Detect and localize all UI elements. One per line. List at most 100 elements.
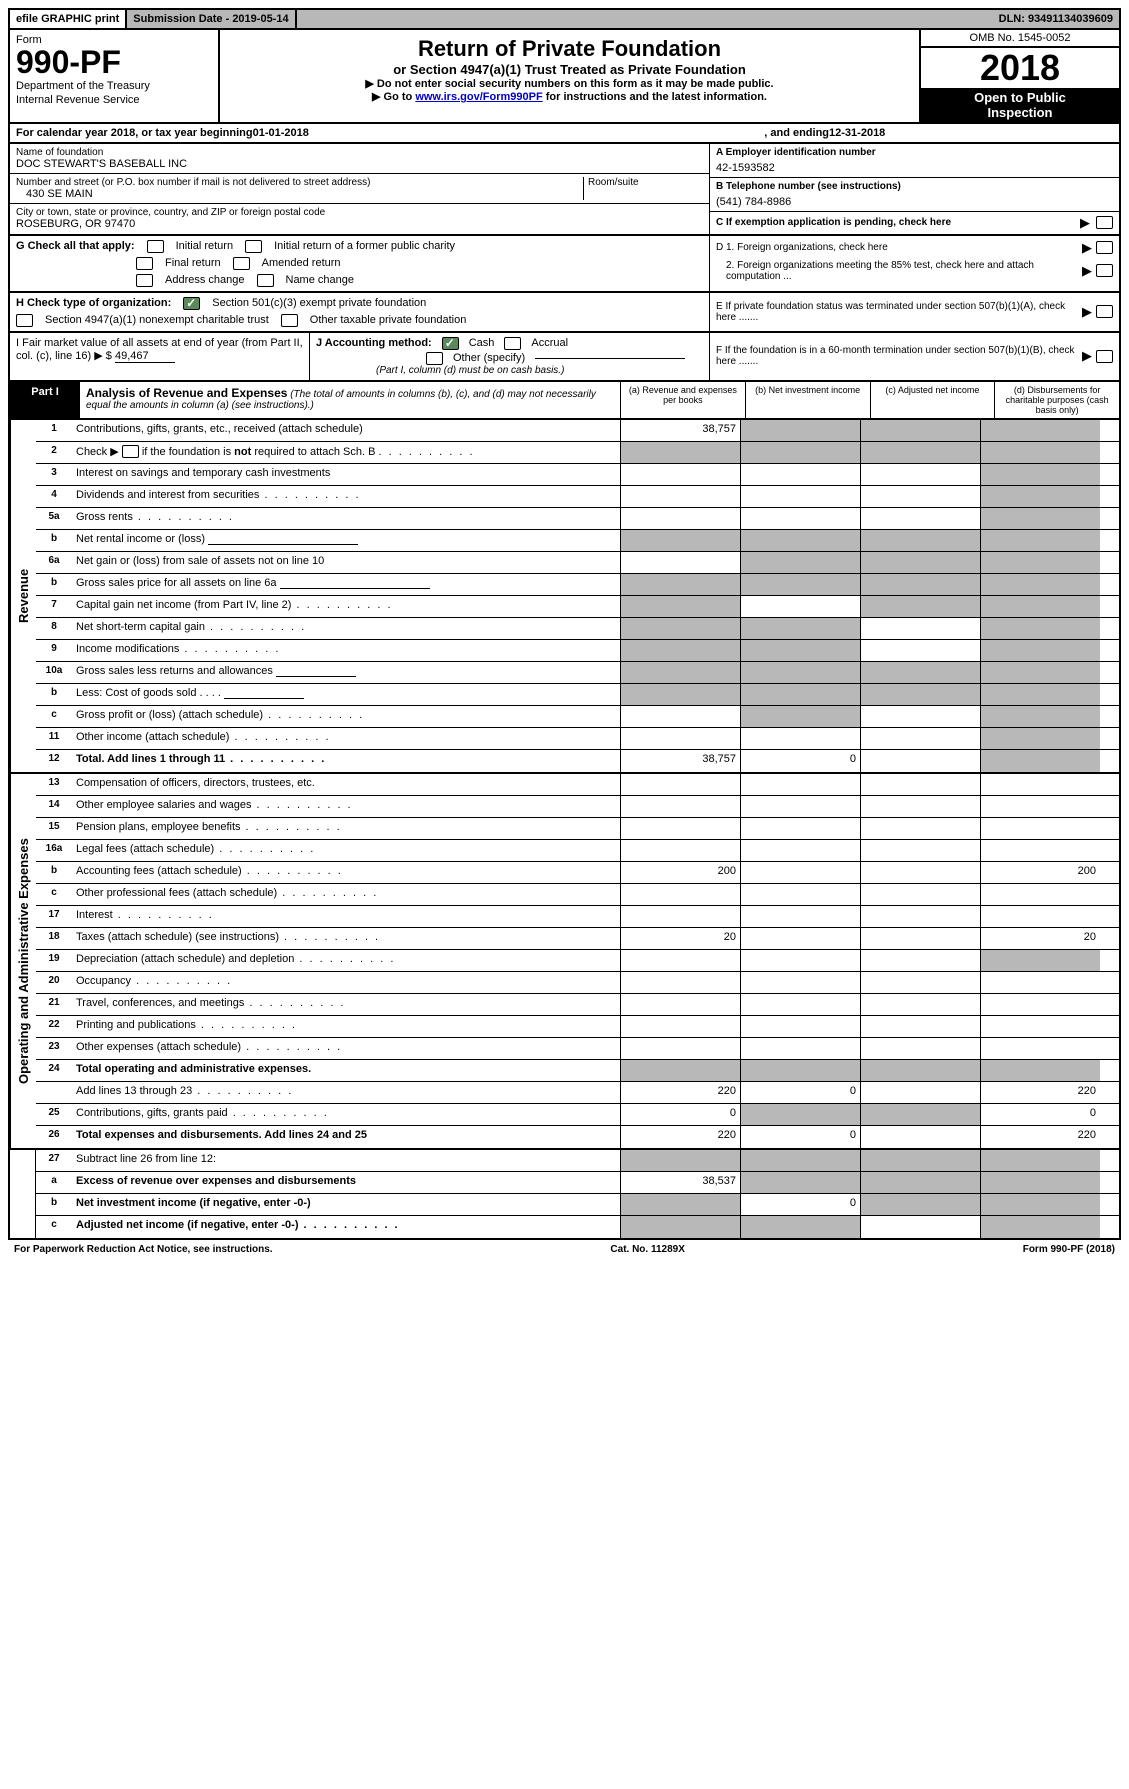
cell-c [860,728,980,749]
g-final: Final return [165,257,221,269]
g-addr-checkbox[interactable] [136,274,153,287]
cell-d [980,972,1100,993]
g-amended-checkbox[interactable] [233,257,250,270]
name-row: Name of foundation DOC STEWART'S BASEBAL… [10,144,709,174]
arrow-icon: ▶ [1082,240,1092,256]
sch-b-checkbox[interactable] [122,445,139,458]
line-num: c [36,884,72,905]
section-g: G Check all that apply: Initial return I… [10,236,709,291]
line-desc: Other income (attach schedule) [72,728,620,749]
line-num: b [36,1194,72,1215]
j-other-field[interactable] [535,358,685,359]
calyear-begin: 01-01-2018 [253,127,309,139]
cell-d [980,552,1100,573]
g-initial-checkbox[interactable] [147,240,164,253]
cell-d [980,1150,1100,1171]
line-num: 13 [36,774,72,795]
g-initial-former-checkbox[interactable] [245,240,262,253]
line27-section: 27Subtract line 26 from line 12: aExcess… [8,1150,1121,1240]
j-accrual-checkbox[interactable] [504,337,521,350]
line-desc: Interest [72,906,620,927]
cell-a [620,994,740,1015]
room-label: Room/suite [588,177,703,188]
line-num: a [36,1172,72,1193]
cell-c [860,1104,980,1125]
cell-d [980,1016,1100,1037]
cell-d [980,706,1100,727]
line-num: 27 [36,1150,72,1171]
line-num: 21 [36,994,72,1015]
section-e: E If private foundation status was termi… [709,293,1119,331]
ein-label: A Employer identification number [716,147,876,158]
phone-value: (541) 784-8986 [716,192,1113,208]
g-name-checkbox[interactable] [257,274,274,287]
e-label: E If private foundation status was termi… [716,301,1078,323]
j-other-checkbox[interactable] [426,352,443,365]
cell-d [980,1038,1100,1059]
j-cash-checkbox[interactable] [442,337,459,350]
cell-c [860,596,980,617]
entity-right: A Employer identification number 42-1593… [709,144,1119,234]
revenue-rows: 1Contributions, gifts, grants, etc., rec… [36,420,1119,772]
cell-a [620,508,740,529]
line-desc: Printing and publications [72,1016,620,1037]
d2-checkbox[interactable] [1096,264,1113,277]
cell-b [740,1104,860,1125]
column-headers: (a) Revenue and expenses per books (b) N… [620,382,1119,418]
footer-mid: Cat. No. 11289X [610,1244,684,1255]
cell-c [860,640,980,661]
cell-b [740,662,860,683]
section-c-checkbox[interactable] [1096,216,1113,229]
section-h: H Check type of organization: Section 50… [10,293,709,331]
line-num: 18 [36,928,72,949]
cell-a: 220 [620,1082,740,1103]
cell-a [620,684,740,705]
h3-checkbox[interactable] [281,314,298,327]
entity-left: Name of foundation DOC STEWART'S BASEBAL… [10,144,709,234]
top-bar: efile GRAPHIC print Submission Date - 20… [8,8,1121,30]
section-j: J Accounting method: Cash Accrual Other … [310,333,709,380]
cell-d [980,574,1100,595]
line-num: b [36,684,72,705]
section-c-label: C If exemption application is pending, c… [716,217,1074,228]
city-label: City or town, state or province, country… [16,207,703,218]
h1-checkbox[interactable] [183,297,200,310]
e-checkbox[interactable] [1096,305,1113,318]
line-desc: Total expenses and disbursements. Add li… [72,1126,620,1148]
cell-a: 38,757 [620,750,740,772]
entity-block: Name of foundation DOC STEWART'S BASEBAL… [8,144,1121,236]
cell-b [740,994,860,1015]
cell-b [740,618,860,639]
line-desc: Accounting fees (attach schedule) [72,862,620,883]
form-note1: ▶ Do not enter social security numbers o… [226,77,913,90]
d1-checkbox[interactable] [1096,241,1113,254]
h2-checkbox[interactable] [16,314,33,327]
cell-a [620,950,740,971]
omb-number: OMB No. 1545-0052 [921,30,1119,48]
irs-link[interactable]: www.irs.gov/Form990PF [415,91,542,103]
line-desc: Pension plans, employee benefits [72,818,620,839]
cell-a [620,840,740,861]
cell-b [740,1016,860,1037]
line-desc: Other professional fees (attach schedule… [72,884,620,905]
city-row: City or town, state or province, country… [10,204,709,233]
inspect-line1: Open to Public [923,90,1117,105]
cell-d [980,840,1100,861]
col-a-header: (a) Revenue and expenses per books [620,382,745,418]
dept-treasury: Department of the Treasury [16,80,212,92]
line-num: 15 [36,818,72,839]
g-final-checkbox[interactable] [136,257,153,270]
i-value: 49,467 [115,350,175,363]
expenses-side-label: Operating and Administrative Expenses [10,774,36,1148]
form-subtitle: or Section 4947(a)(1) Trust Treated as P… [226,62,913,77]
line-desc: Other expenses (attach schedule) [72,1038,620,1059]
cell-c [860,618,980,639]
cell-b [740,774,860,795]
f-checkbox[interactable] [1096,350,1113,363]
line-desc: Net short-term capital gain [72,618,620,639]
addr-row: Number and street (or P.O. box number if… [10,174,709,204]
cell-a [620,774,740,795]
j-note: (Part I, column (d) must be on cash basi… [316,365,703,376]
line-desc: Taxes (attach schedule) (see instruction… [72,928,620,949]
cell-b [740,1060,860,1081]
